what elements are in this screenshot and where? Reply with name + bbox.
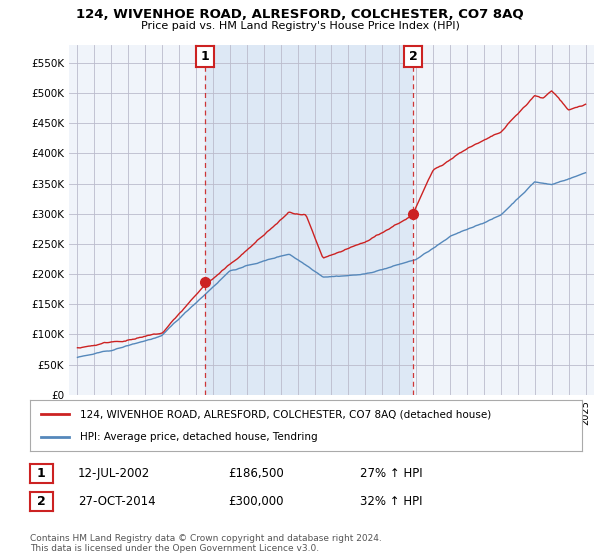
- Text: 124, WIVENHOE ROAD, ALRESFORD, COLCHESTER, CO7 8AQ: 124, WIVENHOE ROAD, ALRESFORD, COLCHESTE…: [76, 8, 524, 21]
- Text: 27-OCT-2014: 27-OCT-2014: [78, 494, 155, 508]
- Text: £186,500: £186,500: [228, 466, 284, 480]
- Text: Contains HM Land Registry data © Crown copyright and database right 2024.
This d: Contains HM Land Registry data © Crown c…: [30, 534, 382, 553]
- Text: HPI: Average price, detached house, Tendring: HPI: Average price, detached house, Tend…: [80, 432, 317, 442]
- Text: 32% ↑ HPI: 32% ↑ HPI: [360, 494, 422, 508]
- Text: 124, WIVENHOE ROAD, ALRESFORD, COLCHESTER, CO7 8AQ (detached house): 124, WIVENHOE ROAD, ALRESFORD, COLCHESTE…: [80, 409, 491, 419]
- Text: 27% ↑ HPI: 27% ↑ HPI: [360, 466, 422, 480]
- Text: 2: 2: [409, 50, 418, 63]
- Text: 2: 2: [37, 495, 46, 508]
- Text: £300,000: £300,000: [228, 494, 284, 508]
- Text: 1: 1: [200, 50, 209, 63]
- Text: 12-JUL-2002: 12-JUL-2002: [78, 466, 150, 480]
- Text: 1: 1: [37, 467, 46, 480]
- Bar: [205, 45, 413, 395]
- Text: Price paid vs. HM Land Registry's House Price Index (HPI): Price paid vs. HM Land Registry's House …: [140, 21, 460, 31]
